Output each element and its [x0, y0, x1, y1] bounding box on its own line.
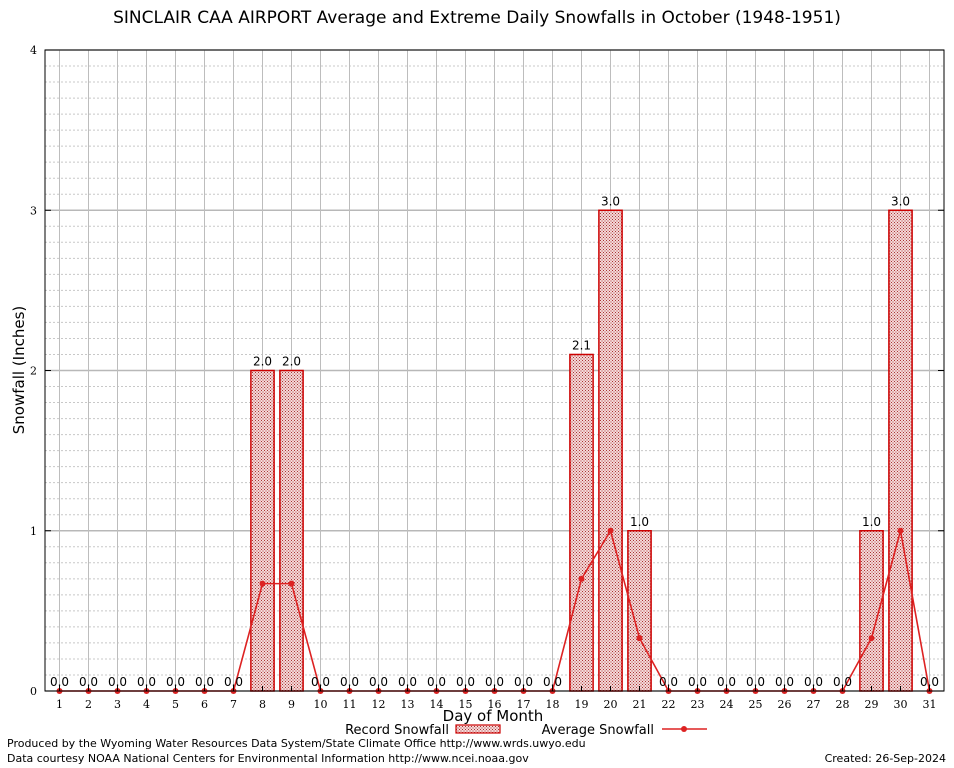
x-tick-label: 19: [575, 698, 589, 711]
x-tick-label: 27: [807, 698, 821, 711]
data-label-day-16: 0.0: [485, 675, 504, 689]
legend-record-label: Record Snowfall: [345, 723, 449, 738]
bars-layer: [250, 209, 913, 692]
data-label-day-12: 0.0: [369, 675, 388, 689]
x-tick-label: 9: [288, 698, 295, 711]
average-point-day-9: [288, 580, 295, 587]
data-label-day-10: 0.0: [311, 675, 330, 689]
average-point-day-19: [578, 575, 585, 582]
grid-layer: [45, 49, 944, 692]
legend: Record Snowfall Average Snowfall: [345, 723, 707, 738]
data-label-day-14: 0.0: [427, 675, 446, 689]
credit-line-data-source: Data courtesy NOAA National Centers for …: [7, 752, 529, 765]
x-tick-label: 13: [401, 698, 415, 711]
x-tick-label: 11: [343, 698, 357, 711]
x-tick-label: 26: [778, 698, 792, 711]
average-point-day-30: [897, 527, 904, 534]
x-tick-label: 15: [459, 698, 473, 711]
x-tick-label: 29: [865, 698, 879, 711]
legend-average-label: Average Snowfall: [542, 723, 654, 738]
data-label-day-11: 0.0: [340, 675, 359, 689]
data-label-day-24: 0.0: [717, 675, 736, 689]
x-tick-label: 23: [691, 698, 705, 711]
data-label-day-4: 0.0: [137, 675, 156, 689]
bar-day-9: [279, 369, 304, 692]
bar-day-19: [569, 353, 594, 692]
data-label-day-6: 0.0: [195, 675, 214, 689]
data-label-day-13: 0.0: [398, 675, 417, 689]
x-tick-label: 22: [662, 698, 676, 711]
data-label-day-22: 0.0: [659, 675, 678, 689]
data-label-day-17: 0.0: [514, 675, 533, 689]
x-tick-label: 3: [114, 698, 121, 711]
data-label-day-20: 3.0: [601, 194, 620, 208]
created-date: Created: 26-Sep-2024: [824, 752, 946, 765]
y-tick-label: 1: [30, 525, 37, 538]
data-label-day-26: 0.0: [775, 675, 794, 689]
bar-day-30: [888, 209, 913, 692]
average-point-day-20: [607, 527, 614, 534]
y-tick-label: 0: [30, 685, 37, 698]
data-label-day-30: 3.0: [891, 194, 910, 208]
average-point-day-21: [636, 635, 643, 642]
x-tick-label: 8: [259, 698, 266, 711]
average-point-day-29: [868, 635, 875, 642]
y-tick-label: 2: [30, 365, 37, 378]
data-label-day-2: 0.0: [79, 675, 98, 689]
x-tick-label: 30: [894, 698, 908, 711]
data-label-day-7: 0.0: [224, 675, 243, 689]
data-label-day-21: 1.0: [630, 515, 649, 529]
labels-layer: 0.0 0.0 0.0 0.0 0.0 0.0 0.0 2.0 2.0 0.0 0.0 0.0 0.0 0…: [50, 194, 939, 689]
data-label-day-15: 0.0: [456, 675, 475, 689]
x-tick-label: 25: [749, 698, 763, 711]
y-tick-label: 3: [30, 204, 37, 217]
x-tick-label: 1: [56, 698, 63, 711]
data-label-day-5: 0.0: [166, 675, 185, 689]
data-label-day-18: 0.0: [543, 675, 562, 689]
data-label-day-19: 2.1: [572, 338, 591, 352]
legend-average-marker: [681, 726, 687, 732]
data-label-day-9: 2.0: [282, 355, 301, 369]
data-label-day-1: 0.0: [50, 675, 69, 689]
x-tick-label: 24: [720, 698, 734, 711]
x-tick-label: 2: [85, 698, 92, 711]
x-tick-label: 17: [517, 698, 531, 711]
data-label-day-27: 0.0: [804, 675, 823, 689]
data-label-day-28: 0.0: [833, 675, 852, 689]
x-tick-label: 10: [314, 698, 328, 711]
y-tick-label: 4: [30, 44, 37, 57]
bar-day-8: [250, 369, 275, 692]
x-tick-label: 20: [604, 698, 618, 711]
x-tick-label: 28: [836, 698, 850, 711]
data-label-day-25: 0.0: [746, 675, 765, 689]
credit-line-producer: Produced by the Wyoming Water Resources …: [7, 737, 586, 750]
x-tick-label: 16: [488, 698, 502, 711]
y-axis-title: Snowfall (Inches): [10, 306, 28, 434]
x-tick-label: 4: [143, 698, 150, 711]
data-label-day-29: 1.0: [862, 515, 881, 529]
x-tick-label: 18: [546, 698, 560, 711]
data-label-day-23: 0.0: [688, 675, 707, 689]
x-tick-label: 14: [430, 698, 444, 711]
legend-record-swatch: [455, 724, 501, 734]
chart-title: SINCLAIR CAA AIRPORT Average and Extreme…: [113, 8, 841, 28]
x-tick-label: 12: [372, 698, 386, 711]
x-tick-label: 5: [172, 698, 179, 711]
x-tick-label: 6: [201, 698, 208, 711]
data-label-day-3: 0.0: [108, 675, 127, 689]
average-point-day-8: [259, 580, 266, 587]
x-tick-label: 31: [923, 698, 937, 711]
x-tick-label: 21: [633, 698, 647, 711]
data-label-day-8: 2.0: [253, 355, 272, 369]
data-label-day-31: 0.0: [920, 675, 939, 689]
x-axis-title: Day of Month: [443, 707, 544, 725]
bar-day-20: [598, 209, 623, 692]
x-tick-label: 7: [230, 698, 237, 711]
